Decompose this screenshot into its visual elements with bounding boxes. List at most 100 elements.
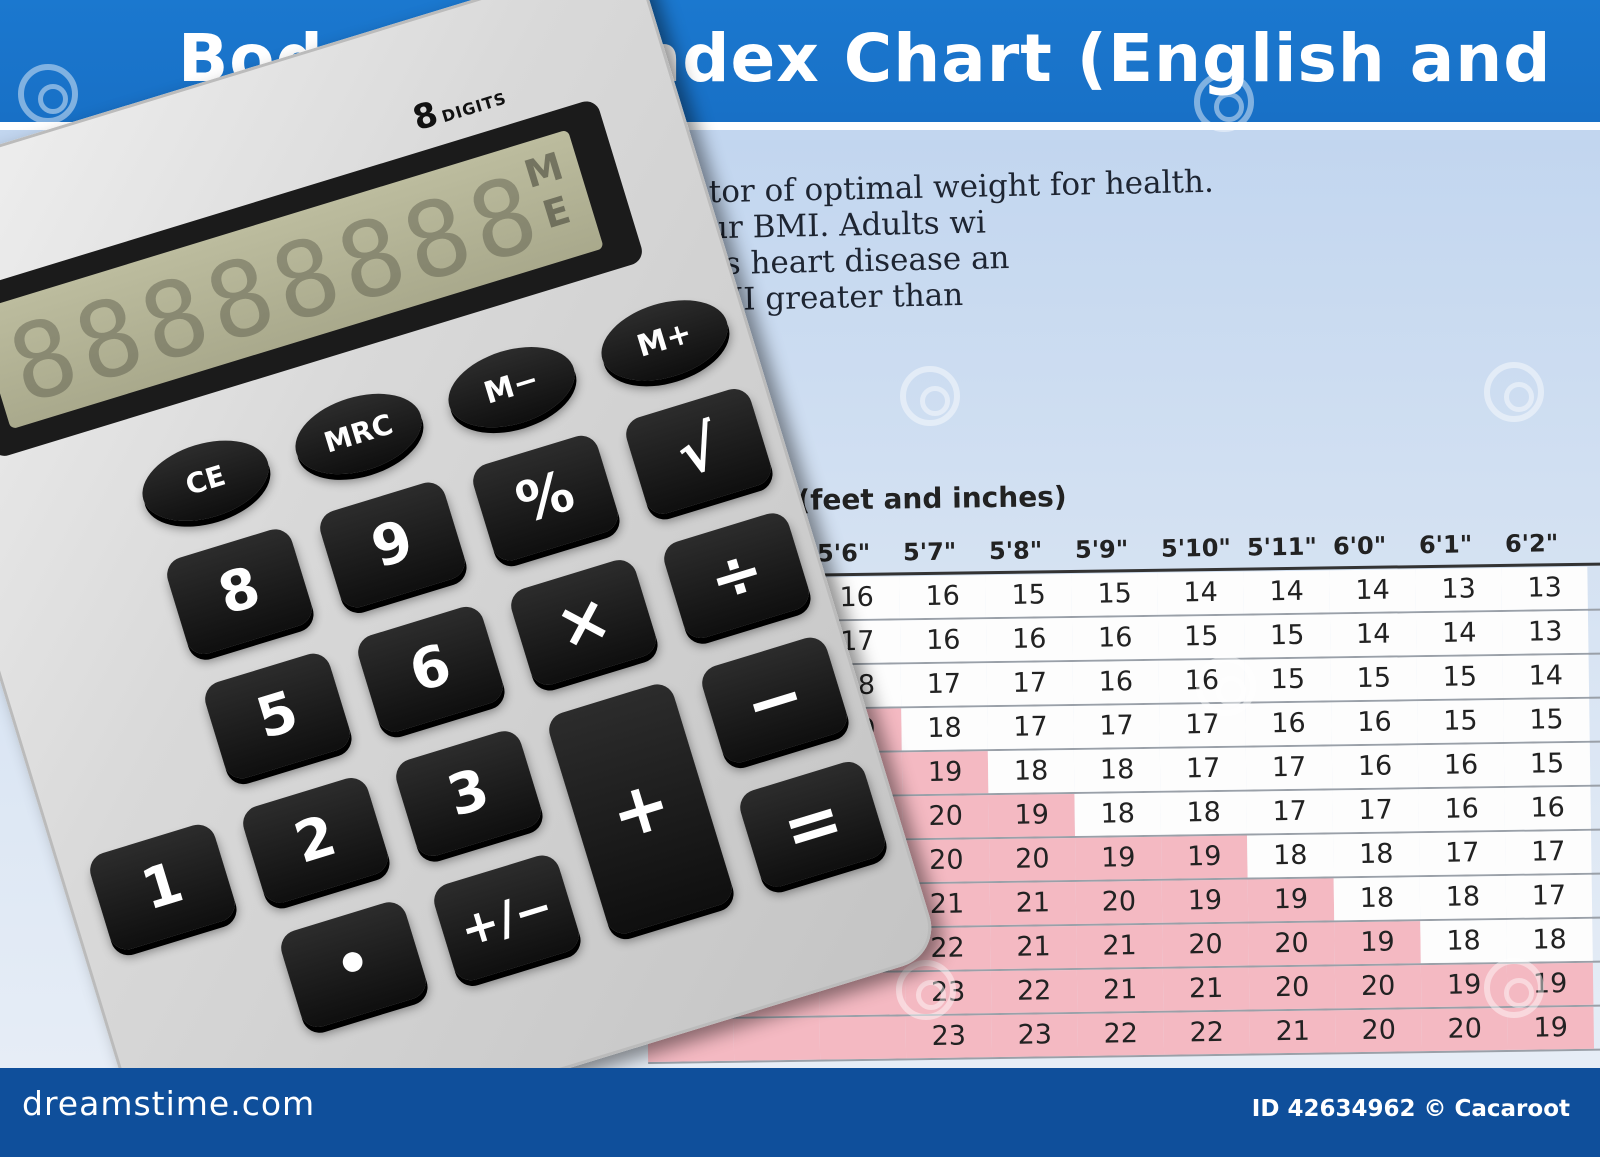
table-cell: 15	[1503, 698, 1590, 742]
column-header: 5'6"	[816, 538, 871, 568]
table-cell: 17	[1246, 790, 1333, 834]
table-cell: 20	[1162, 923, 1249, 967]
photo-scene: Body Mass Index Chart (English and Body …	[0, 0, 1600, 1068]
table-cell: 14	[1502, 654, 1590, 698]
table-cell: 16	[1071, 616, 1159, 660]
footer-brand: dreamstime.com	[22, 1084, 316, 1123]
watermark-icon	[18, 64, 78, 124]
key-9[interactable]: 9	[315, 478, 470, 612]
table-cell: 17	[1245, 746, 1333, 790]
table-cell: 20	[902, 795, 990, 839]
table-cell: 16	[899, 575, 986, 619]
banner-rule	[0, 122, 1600, 130]
table-cell: 13	[1501, 566, 1588, 610]
table-cell: 18	[1420, 919, 1507, 964]
table-cell: 18	[1074, 792, 1162, 836]
watermark-icon	[1194, 72, 1254, 132]
table-cell: 18	[1073, 748, 1161, 792]
digits-word: DIGITS	[439, 88, 509, 127]
table-cell: 14	[1243, 570, 1330, 614]
table-cell: 21	[990, 925, 1077, 970]
table-cell: 19	[1161, 835, 1248, 879]
table-cell: 14	[1329, 569, 1416, 613]
dot-key[interactable]: •	[276, 897, 431, 1032]
footer-image-id: ID 42634962 © Cacaroot	[1251, 1096, 1570, 1122]
table-cell: 15	[1416, 655, 1504, 700]
percent-key[interactable]: %	[468, 431, 623, 565]
table-cell: 19	[988, 793, 1076, 838]
key-8[interactable]: 8	[162, 524, 317, 659]
key-3[interactable]: 3	[391, 726, 546, 861]
column-header: 5'7"	[902, 537, 957, 567]
key-2[interactable]: 2	[238, 773, 393, 908]
table-cell: 16	[985, 617, 1073, 662]
table-cell: 18	[1333, 877, 1421, 921]
key-1[interactable]: 1	[85, 820, 240, 954]
digits-number: 8	[408, 93, 443, 140]
equals-key[interactable]: =	[735, 757, 890, 892]
table-cell: 20	[1421, 1007, 1509, 1052]
table-cell: 17	[1505, 874, 1593, 918]
table-cell: 16	[1072, 660, 1160, 704]
table-cell: 17	[1419, 831, 1506, 876]
table-cell: 17	[986, 661, 1074, 706]
plus-key[interactable]: +	[544, 679, 737, 938]
table-cell: 18	[1506, 918, 1593, 962]
table-cell: 14	[1157, 571, 1244, 615]
ce-key[interactable]: CE	[132, 426, 279, 536]
table-cell: 16	[1504, 786, 1591, 830]
minus-key[interactable]: −	[697, 633, 852, 767]
table-cell: 22	[1163, 1011, 1251, 1055]
column-header: 5'11"	[1246, 532, 1318, 562]
calculator: 119 8DIGITS 88888888 M E CE MRC M− M+ 8 …	[0, 0, 942, 1068]
table-cell: 15	[1503, 742, 1591, 786]
table-cell: 15	[985, 573, 1072, 618]
stock-footer: dreamstime.com ID 42634962 © Cacaroot	[0, 1068, 1600, 1157]
mrc-key[interactable]: MRC	[285, 379, 432, 489]
column-header: 5'8"	[988, 536, 1043, 566]
watermark-icon	[1484, 362, 1544, 422]
table-cell: 21	[989, 881, 1077, 926]
table-cell: 16	[1331, 701, 1418, 745]
table-cell: 16	[1331, 745, 1419, 789]
table-cell: 15	[1071, 572, 1158, 616]
table-cell: 17	[1159, 747, 1247, 791]
table-cell: 20	[1334, 965, 1422, 1009]
multiply-key[interactable]: ×	[506, 555, 661, 690]
table-cell: 15	[1244, 658, 1332, 702]
table-cell: 18	[1333, 833, 1420, 877]
table-cell: 17	[1073, 704, 1160, 748]
sqrt-key[interactable]: √	[621, 384, 776, 519]
table-cell: 20	[1248, 922, 1335, 966]
table-cell: 19	[1075, 836, 1162, 880]
table-cell: 18	[1247, 834, 1334, 878]
divide-key[interactable]: ÷	[659, 508, 814, 643]
table-cell: 19	[1161, 879, 1249, 923]
table-cell: 18	[987, 749, 1075, 794]
table-cell: 13	[1415, 567, 1502, 612]
table-cell: 23	[905, 1015, 993, 1059]
table-cell: 17	[900, 663, 988, 707]
table-cell: 18	[901, 707, 988, 751]
table-cell: 17	[1504, 830, 1592, 874]
table-cell: 23	[991, 1013, 1079, 1058]
table-cell: 19	[901, 751, 989, 795]
plus-minus-key[interactable]: +/−	[429, 851, 584, 985]
table-cell: 18	[1160, 791, 1247, 835]
table-cell	[733, 1017, 821, 1061]
column-header: 5'10"	[1160, 533, 1232, 563]
key-6[interactable]: 6	[353, 602, 508, 737]
table-cell: 16	[1245, 702, 1332, 746]
table-cell: 14	[1329, 613, 1417, 657]
table-cell: 16	[1417, 743, 1505, 788]
key-5[interactable]: 5	[200, 649, 355, 783]
table-cell: 20	[1075, 880, 1163, 924]
table-cell: 13	[1501, 610, 1589, 654]
m-plus-key[interactable]: M+	[591, 286, 738, 395]
watermark-icon	[1484, 958, 1544, 1018]
table-cell: 16	[1418, 787, 1505, 832]
m-minus-key[interactable]: M−	[438, 332, 585, 442]
table-cell: 19	[1334, 921, 1421, 965]
table-cell	[819, 1016, 907, 1060]
column-header: 5'9"	[1074, 535, 1129, 564]
